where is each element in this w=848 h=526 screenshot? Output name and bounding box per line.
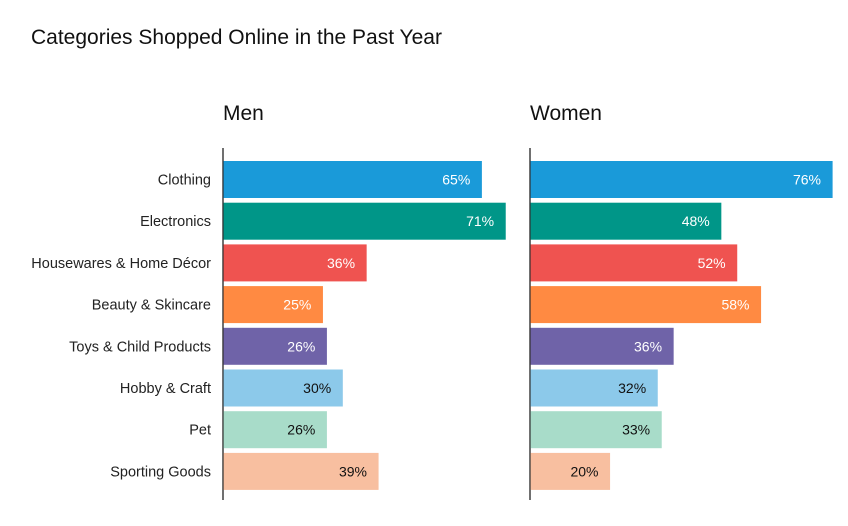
bar-women-sporting-goods [530, 452, 611, 490]
panel-title-women: Women [530, 102, 602, 125]
value-label-women-pet: 33% [622, 422, 650, 438]
bar-women-beauty-skincare [530, 286, 762, 324]
bar-women-housewares-home-d-cor [530, 244, 738, 282]
category-label-sporting-goods: Sporting Goods [110, 464, 211, 480]
value-label-men-sporting-goods: 39% [339, 463, 367, 479]
bar-men-electronics [223, 202, 506, 240]
category-label-hobby-craft: Hobby & Craft [120, 381, 211, 397]
value-label-men-housewares-home-d-cor: 36% [327, 255, 355, 271]
value-label-men-beauty-skincare: 25% [283, 297, 311, 313]
category-label-pet: Pet [189, 423, 211, 439]
category-label-beauty-skincare: Beauty & Skincare [92, 298, 211, 314]
value-label-women-beauty-skincare: 58% [721, 297, 749, 313]
bars-men: 65% 71% 36% 25% 26% 30% 26% 39% [223, 161, 506, 490]
category-label-clothing: Clothing [158, 173, 211, 189]
category-label-toys-child-products: Toys & Child Products [69, 339, 211, 355]
bar-men-hobby-craft [223, 369, 343, 407]
value-label-women-clothing: 76% [793, 172, 821, 188]
value-label-women-hobby-craft: 32% [618, 380, 646, 396]
value-label-men-pet: 26% [287, 422, 315, 438]
bars-women: 76% 48% 52% 58% 36% 32% 33% 20% [530, 161, 833, 490]
bar-men-pet [223, 411, 327, 449]
bar-women-pet [530, 411, 662, 449]
bar-men-toys-child-products [223, 327, 327, 365]
bar-women-clothing [530, 161, 833, 198]
bar-men-clothing [223, 161, 482, 198]
value-label-women-sporting-goods: 20% [570, 463, 598, 479]
value-label-men-toys-child-products: 26% [287, 338, 315, 354]
chart-title: Categories Shopped Online in the Past Ye… [31, 26, 442, 49]
value-label-women-housewares-home-d-cor: 52% [698, 255, 726, 271]
bar-women-electronics [530, 202, 722, 240]
category-label-housewares-home-d-cor: Housewares & Home Décor [31, 256, 211, 272]
bar-men-housewares-home-d-cor [223, 244, 367, 282]
bar-men-beauty-skincare [223, 286, 323, 324]
panel-title-men: Men [223, 102, 264, 125]
bar-women-hobby-craft [530, 369, 658, 407]
value-label-men-clothing: 65% [442, 172, 470, 188]
category-label-electronics: Electronics [140, 214, 211, 230]
category-labels: Clothing Electronics Housewares & Home Déc… [31, 173, 211, 481]
bar-women-toys-child-products [530, 327, 674, 365]
bar-men-sporting-goods [223, 452, 379, 490]
value-label-women-electronics: 48% [682, 213, 710, 229]
value-label-women-toys-child-products: 36% [634, 338, 662, 354]
value-label-men-electronics: 71% [466, 213, 494, 229]
value-label-men-hobby-craft: 30% [303, 380, 331, 396]
